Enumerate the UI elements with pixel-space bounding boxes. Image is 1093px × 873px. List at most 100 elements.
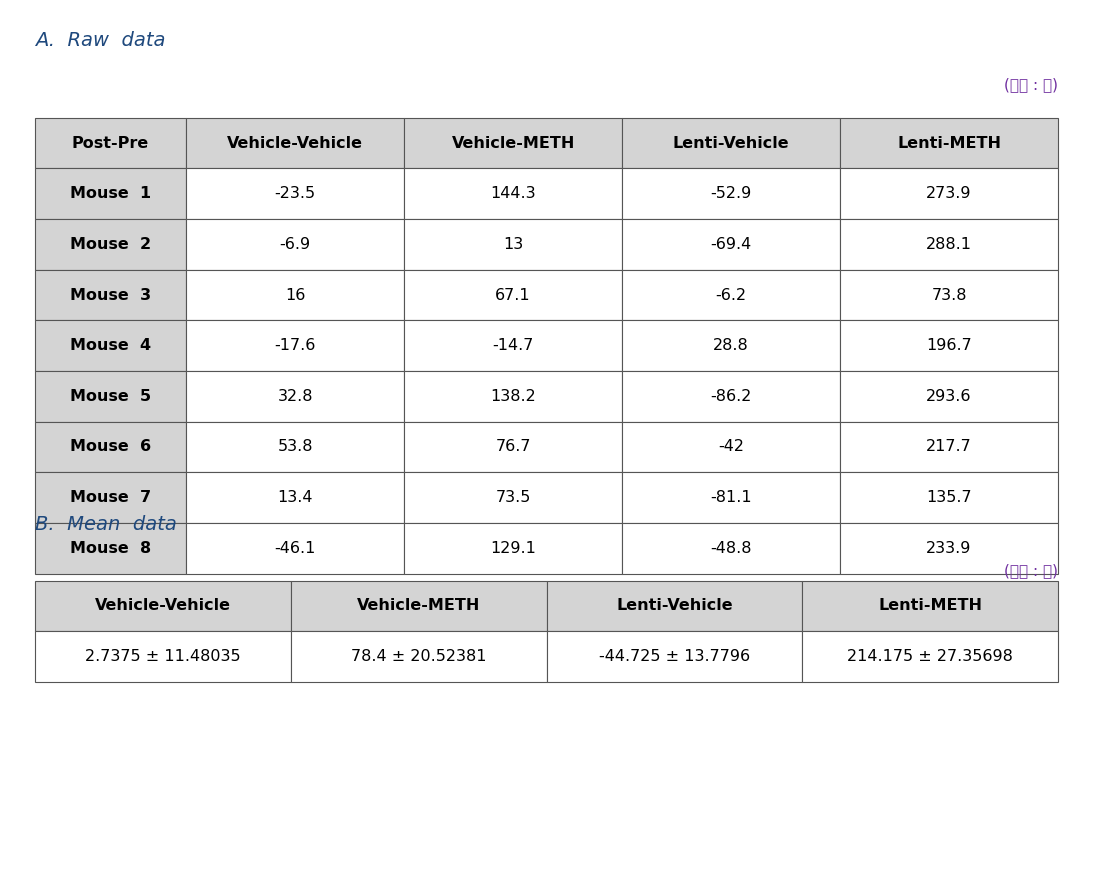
Bar <box>841 219 1058 270</box>
Text: Mouse  8: Mouse 8 <box>70 540 151 556</box>
Bar <box>186 422 404 472</box>
Text: (단위 : 초): (단위 : 초) <box>1004 563 1058 578</box>
Text: Lenti-Vehicle: Lenti-Vehicle <box>673 135 789 151</box>
Text: 288.1: 288.1 <box>926 237 972 252</box>
Bar <box>291 581 546 631</box>
Bar <box>546 631 802 682</box>
Bar <box>404 523 622 574</box>
Bar <box>404 118 622 168</box>
Text: -23.5: -23.5 <box>274 186 316 202</box>
Text: -17.6: -17.6 <box>274 338 316 354</box>
Bar <box>35 118 186 168</box>
Text: 293.6: 293.6 <box>926 388 972 404</box>
Bar <box>35 320 186 371</box>
Text: Vehicle-METH: Vehicle-METH <box>451 135 575 151</box>
Text: -14.7: -14.7 <box>493 338 533 354</box>
Text: Lenti-METH: Lenti-METH <box>897 135 1001 151</box>
Bar <box>622 118 841 168</box>
Bar <box>841 472 1058 523</box>
Text: 13: 13 <box>503 237 524 252</box>
Text: 135.7: 135.7 <box>926 490 972 505</box>
Text: 78.4 ± 20.52381: 78.4 ± 20.52381 <box>351 649 486 664</box>
Bar <box>35 472 186 523</box>
Text: Post-Pre: Post-Pre <box>72 135 150 151</box>
Text: (단위 : 초): (단위 : 초) <box>1004 77 1058 92</box>
Bar <box>622 270 841 320</box>
Text: -42: -42 <box>718 439 744 455</box>
Bar <box>622 320 841 371</box>
Bar <box>35 422 186 472</box>
Text: 76.7: 76.7 <box>495 439 531 455</box>
Text: Mouse  3: Mouse 3 <box>70 287 151 303</box>
Bar <box>622 371 841 422</box>
Bar <box>802 581 1058 631</box>
Bar <box>35 168 186 219</box>
Bar <box>622 472 841 523</box>
Text: 67.1: 67.1 <box>495 287 531 303</box>
Bar <box>186 472 404 523</box>
Text: Mouse  7: Mouse 7 <box>70 490 151 505</box>
Bar <box>35 581 291 631</box>
Text: Mouse  1: Mouse 1 <box>70 186 151 202</box>
Text: -69.4: -69.4 <box>710 237 752 252</box>
Text: -46.1: -46.1 <box>274 540 316 556</box>
Bar <box>841 168 1058 219</box>
Text: -6.2: -6.2 <box>716 287 747 303</box>
Bar <box>404 320 622 371</box>
Text: Mouse  4: Mouse 4 <box>70 338 151 354</box>
Text: 214.175 ± 27.35698: 214.175 ± 27.35698 <box>847 649 1013 664</box>
Bar <box>291 631 546 682</box>
Bar <box>622 523 841 574</box>
Bar <box>404 472 622 523</box>
Bar <box>841 270 1058 320</box>
Bar <box>841 320 1058 371</box>
Text: 2.7375 ± 11.48035: 2.7375 ± 11.48035 <box>85 649 240 664</box>
Text: 144.3: 144.3 <box>491 186 536 202</box>
Text: Mouse  6: Mouse 6 <box>70 439 151 455</box>
Bar <box>841 118 1058 168</box>
Bar <box>404 422 622 472</box>
Bar <box>404 168 622 219</box>
Bar <box>404 371 622 422</box>
Text: Mouse  5: Mouse 5 <box>70 388 151 404</box>
Bar <box>802 631 1058 682</box>
Text: 129.1: 129.1 <box>491 540 536 556</box>
Bar <box>35 631 291 682</box>
Text: Lenti-METH: Lenti-METH <box>878 598 983 614</box>
Bar <box>841 523 1058 574</box>
Bar <box>186 523 404 574</box>
Bar <box>35 270 186 320</box>
Text: 196.7: 196.7 <box>926 338 972 354</box>
Text: 273.9: 273.9 <box>926 186 972 202</box>
Bar <box>404 219 622 270</box>
Bar <box>622 168 841 219</box>
Text: -86.2: -86.2 <box>710 388 752 404</box>
Text: 32.8: 32.8 <box>278 388 313 404</box>
Bar <box>35 219 186 270</box>
Bar <box>622 422 841 472</box>
Text: 28.8: 28.8 <box>714 338 749 354</box>
Text: 217.7: 217.7 <box>926 439 972 455</box>
Bar <box>186 118 404 168</box>
Text: Vehicle-Vehicle: Vehicle-Vehicle <box>227 135 363 151</box>
Bar <box>35 371 186 422</box>
Text: Vehicle-Vehicle: Vehicle-Vehicle <box>95 598 231 614</box>
Bar <box>186 219 404 270</box>
Text: Lenti-Vehicle: Lenti-Vehicle <box>616 598 732 614</box>
Bar <box>404 270 622 320</box>
Bar <box>186 371 404 422</box>
Bar <box>622 219 841 270</box>
Text: A.  Raw  data: A. Raw data <box>35 31 165 50</box>
Bar <box>841 422 1058 472</box>
Bar <box>186 168 404 219</box>
Text: -6.9: -6.9 <box>280 237 310 252</box>
Bar <box>546 581 802 631</box>
Bar <box>35 523 186 574</box>
Text: 138.2: 138.2 <box>491 388 536 404</box>
Text: Vehicle-METH: Vehicle-METH <box>357 598 480 614</box>
Text: 233.9: 233.9 <box>927 540 972 556</box>
Text: -48.8: -48.8 <box>710 540 752 556</box>
Bar <box>186 320 404 371</box>
Bar <box>841 371 1058 422</box>
Text: B.  Mean  data: B. Mean data <box>35 515 177 534</box>
